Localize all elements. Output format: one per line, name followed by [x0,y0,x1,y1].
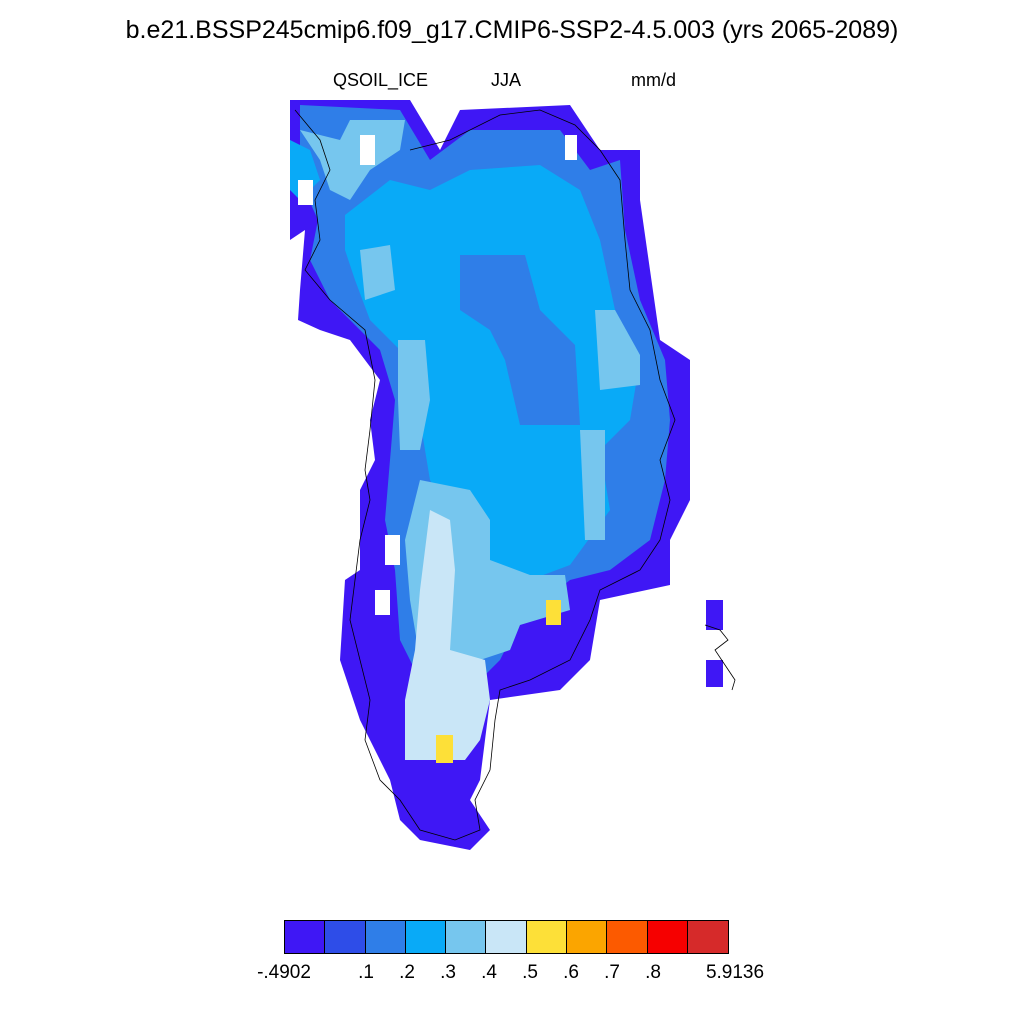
interior-ice [345,165,640,580]
southern-ice-pale [405,510,490,760]
west-light-patch-2 [360,245,395,300]
colorbar-swatch [647,921,688,953]
greenland-map [290,100,736,850]
island-coastline [704,624,736,691]
island [706,600,723,630]
colorbar-swatch [526,921,568,953]
east-light-patch [595,310,640,390]
plot-title: b.e21.BSSP245cmip6.f09_g17.CMIP6-SSP2-4.… [125,16,899,44]
variable-label: QSOIL_ICE [333,70,429,90]
hot-cell [546,600,561,625]
gap [565,135,577,160]
colorbar-tick-label: .1 [358,962,374,983]
colorbar-swatch [325,921,366,953]
coastline [294,109,676,841]
gap [385,535,400,565]
units-label: mm/d [631,70,676,90]
colorbar-tick-label: .3 [440,962,456,983]
colorbar-tick-label: .6 [563,962,579,983]
northwest-light [300,120,405,200]
interior-patch [460,255,580,425]
colorbar-swatch [607,921,648,953]
colorbar-tick-label: -.4902 [257,962,311,983]
gap [375,590,390,615]
colorbar-tick-label: .8 [645,962,661,983]
colorbar-tick-label: .7 [604,962,620,983]
colorbar-swatch [446,921,487,953]
colorbar-swatch [405,921,447,953]
colorbar-tick-label: .2 [399,962,415,983]
east-light-patch-2 [580,430,605,540]
hot-cell [436,735,453,763]
colorbar-swatch [285,921,326,953]
west-light-patch [398,340,430,450]
colorbar-swatch [486,921,527,953]
colorbar-swatch [365,921,406,953]
gap [360,135,375,165]
gap [298,180,313,205]
colorbar-tick-label: .4 [481,962,497,983]
colorbar-tick-label: 5.9136 [705,962,765,983]
season-label: JJA [491,70,522,90]
colorbar-swatch [567,921,608,953]
colorbar-tick-label: .5 [522,962,538,983]
colorbar-swatch [687,921,729,953]
colorbar [284,920,730,954]
island [706,660,723,687]
